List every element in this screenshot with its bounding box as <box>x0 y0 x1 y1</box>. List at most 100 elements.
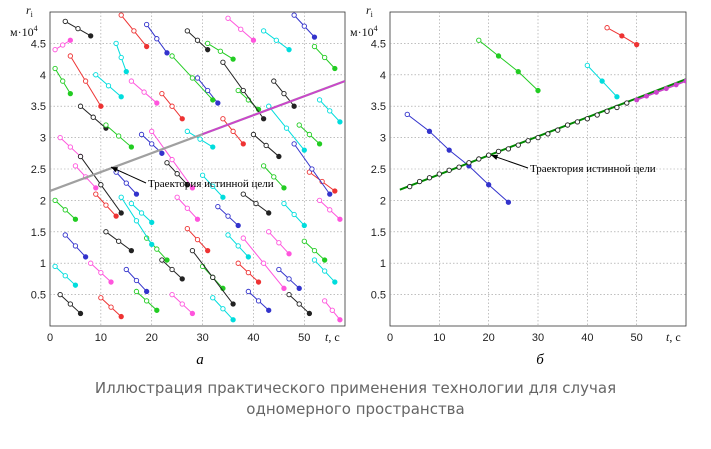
false-track-47 <box>301 238 328 263</box>
false-track-point-50-mid <box>133 277 140 284</box>
annotation-arrow-head <box>111 167 119 173</box>
true-target-point-16 <box>564 122 571 128</box>
false-track-point-18-1 <box>291 103 297 109</box>
y-tick-label-8: 4.5 <box>371 38 386 50</box>
false-track-point-10-mid <box>301 23 307 29</box>
false-track-point-61-1 <box>266 307 272 313</box>
false-track-point-11-mid <box>322 54 328 61</box>
false-track-56 <box>57 291 84 317</box>
false-track-54 <box>276 266 302 291</box>
x-tick-label-1: 10 <box>433 332 445 344</box>
true-target-point-20 <box>604 108 610 114</box>
false-track-point-25-0 <box>250 131 257 138</box>
false-track-point-58-0 <box>133 288 140 295</box>
false-track-point-55-mid <box>322 268 328 274</box>
false-track-point-8-1 <box>250 37 257 43</box>
false-track-point-0-4 <box>486 182 492 188</box>
false-track-point-72-mid <box>82 78 89 84</box>
true-target-point-22 <box>624 100 630 106</box>
trajectory-extrapolated-point-4 <box>673 82 679 88</box>
false-track-point-71-0 <box>189 247 196 254</box>
false-track-point-57-0 <box>98 295 104 301</box>
true-target-point-8 <box>486 152 492 158</box>
false-track-point-4-0 <box>118 12 124 18</box>
false-track-point-35-mid <box>138 210 145 216</box>
false-track-point-49-0 <box>88 260 94 266</box>
true-target-point-7 <box>476 156 482 162</box>
false-track-point-1-3 <box>535 87 541 94</box>
false-track-63 <box>322 298 343 323</box>
false-track-point-7-mid <box>217 48 224 54</box>
false-track-point-63-mid <box>329 307 335 313</box>
false-track-point-12-mid <box>90 114 96 120</box>
false-track-point-4-1 <box>143 43 150 50</box>
false-track-9 <box>260 28 292 53</box>
false-track-point-10-1 <box>311 34 318 40</box>
false-track-point-39-0 <box>281 200 287 207</box>
x-tick-label-2: 20 <box>483 332 495 344</box>
true-target-point-19 <box>594 112 600 118</box>
y-tick-label-7: 4 <box>40 70 46 82</box>
true-target-point-6 <box>466 160 472 166</box>
false-track-35 <box>128 200 155 226</box>
false-track-point-33-1 <box>72 216 79 222</box>
chart-panel-a: 0 10 20 30 40 50 0.5 1 1.5 2 2.5 3 3.5 4 4.5 t, с ri м·10… <box>10 3 346 368</box>
false-track-60 <box>210 295 236 323</box>
x-tick-label-3: 30 <box>532 332 544 344</box>
true-target-point-14 <box>545 131 551 137</box>
false-track-38 <box>240 191 272 216</box>
false-track-point-30-0 <box>199 172 206 178</box>
x-tick-label-0: 0 <box>387 332 393 344</box>
y-axis-unit: м·104 <box>350 24 378 39</box>
false-track-point-2-mid <box>60 78 66 84</box>
annotation: Траектория истинной цели <box>110 166 274 190</box>
false-track-point-31-0 <box>260 163 267 169</box>
false-track-point-42-1 <box>128 247 135 254</box>
false-track-44 <box>184 226 211 254</box>
true-target-point-12 <box>525 138 531 144</box>
false-track-point-12-0 <box>77 103 84 109</box>
false-track-point-56-0 <box>57 291 63 298</box>
false-track-67 <box>118 194 155 248</box>
false-track-point-3-mid <box>118 54 124 61</box>
false-track-point-24-0 <box>220 116 226 122</box>
false-track-point-16-0 <box>194 75 201 81</box>
false-track-point-10-0 <box>291 12 297 18</box>
false-track-point-18-0 <box>271 78 277 84</box>
false-track-point-26-1 <box>316 141 323 147</box>
false-track-23 <box>184 128 216 150</box>
y-tick-label-1: 1 <box>380 258 386 270</box>
false-track-point-0-0 <box>404 111 410 118</box>
false-track-point-11-1 <box>332 65 338 72</box>
false-track-53 <box>235 260 262 285</box>
false-track-13 <box>93 72 124 100</box>
false-track-point-34-0 <box>93 191 99 197</box>
trajectory-extrapolated-point-2 <box>653 89 659 95</box>
false-track-point-66-0 <box>220 59 226 65</box>
x-tick-label-5: 50 <box>298 332 310 344</box>
false-track-point-63-0 <box>322 298 328 304</box>
false-track-point-23-mid <box>197 136 203 142</box>
false-track-point-50-0 <box>123 266 129 273</box>
false-track-2 <box>584 62 620 100</box>
false-track-point-48-mid <box>62 273 68 279</box>
false-track-point-1-0 <box>476 37 482 43</box>
caption-line-1: Иллюстрация практического применения тех… <box>94 379 617 397</box>
false-track-point-25-1 <box>276 153 282 160</box>
figure: 0 10 20 30 40 500.511.522.533.544.5t, сriм·10… <box>10 3 687 368</box>
false-track-point-14-1 <box>154 100 160 106</box>
y-tick-label-2: 1.5 <box>31 227 46 239</box>
false-track-point-48-1 <box>72 282 79 288</box>
true-target-point-21 <box>614 104 620 111</box>
false-track-point-34-1 <box>113 213 119 219</box>
false-track-point-41-mid <box>72 243 79 249</box>
false-track-point-15-1 <box>179 116 185 122</box>
x-axis-label: t, с <box>325 330 340 344</box>
false-track-point-54-mid <box>286 276 292 282</box>
false-track-49 <box>88 260 114 285</box>
false-track-68 <box>240 235 287 291</box>
false-track-point-66-mid <box>240 87 246 94</box>
false-track-point-40-0 <box>316 197 323 204</box>
false-track-point-69-mid <box>189 75 196 81</box>
false-track-point-44-0 <box>184 226 190 232</box>
